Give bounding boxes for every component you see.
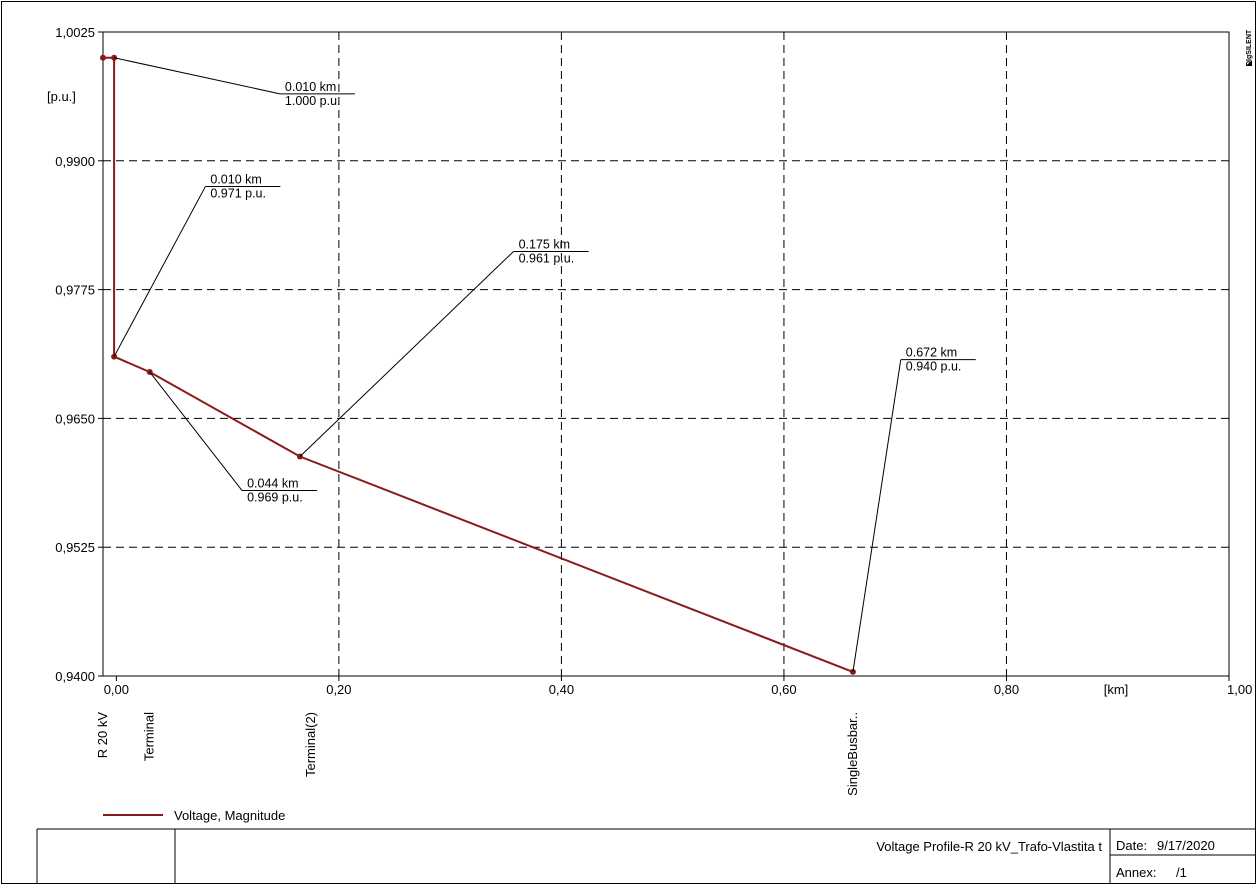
annotation-pu: 0.961 p.u. [519, 251, 575, 265]
category-label: R 20 kV [95, 712, 110, 759]
y-tick-label: 1,0025 [55, 25, 95, 40]
series-layer [100, 54, 856, 675]
annotation-km: 0.175 km [519, 237, 570, 251]
footer-block: Voltage Profile-R 20 kV_Trafo-Vlastita t… [36, 828, 1256, 884]
data-point [100, 54, 106, 61]
annotation-leader [114, 57, 281, 95]
annotation-km: 0.010 km [285, 80, 336, 94]
category-label: SingleBusbar.. [845, 712, 860, 796]
annotation-leader [113, 186, 206, 357]
plot-area-border [102, 31, 1230, 677]
x-tick-label: 0,60 [771, 682, 796, 697]
category-label: Terminal(2) [303, 712, 318, 777]
series-line [103, 56, 854, 673]
y-tick-label: 0,9650 [55, 411, 95, 426]
annotation-leader [852, 359, 902, 672]
y-tick-label: 0,9400 [55, 669, 95, 684]
legend-label: Voltage, Magnitude [174, 808, 285, 823]
annotation-pu: 0.971 p.u. [210, 187, 266, 201]
footer-annex-label: Annex: [1116, 865, 1156, 880]
y-tick-label: 0,9525 [55, 540, 95, 555]
x-tick-label: 0,80 [994, 682, 1019, 697]
x-tick-label: 0,20 [326, 682, 351, 697]
annotation-pu: 1.000 p.u. [285, 94, 341, 108]
y-tick-label: 0,9900 [55, 154, 95, 169]
footer-title: Voltage Profile-R 20 kV_Trafo-Vlastita t [876, 839, 1102, 854]
category-labels: R 20 kV Terminal Terminal(2) SingleBusbar.. [95, 712, 860, 796]
footer-date-label: Date: [1116, 838, 1147, 853]
annotation-km: 0.672 km [906, 346, 957, 360]
annotation-leader [299, 251, 514, 457]
footer-date-value: 9/17/2020 [1157, 838, 1215, 853]
legend: Voltage, Magnitude [103, 808, 285, 823]
y-unit-label: [p.u.] [47, 89, 76, 104]
x-tick-label: 1,00 [1227, 682, 1252, 697]
category-label: Terminal [142, 712, 157, 761]
annotation-leader [149, 371, 243, 491]
annotation-km: 0.010 km [210, 173, 261, 187]
annotations-layer: 0.010 km1.000 p.u.0.010 km0.971 p.u.0.04… [113, 57, 976, 672]
x-unit-label: [km] [1104, 682, 1129, 697]
grid [103, 32, 1229, 676]
watermark-text: DIgSILENT [1246, 29, 1253, 66]
annotation-pu: 0.969 p.u. [247, 491, 303, 505]
x-tick-label: 0,00 [104, 682, 129, 697]
watermark-triangle-icon [1246, 60, 1252, 66]
digsilent-watermark: DIgSILENT [1246, 29, 1253, 66]
footer-annex-value: /1 [1176, 865, 1187, 880]
annotation-pu: 0.940 p.u. [906, 360, 962, 374]
y-tick-label: 0,9775 [55, 283, 95, 298]
x-tick-label: 0,40 [549, 682, 574, 697]
axes: 1,0025 0,9900 0,9775 0,9650 0,9525 0,9400 0,00… [55, 25, 1252, 697]
annotation-km: 0.044 km [247, 477, 298, 491]
